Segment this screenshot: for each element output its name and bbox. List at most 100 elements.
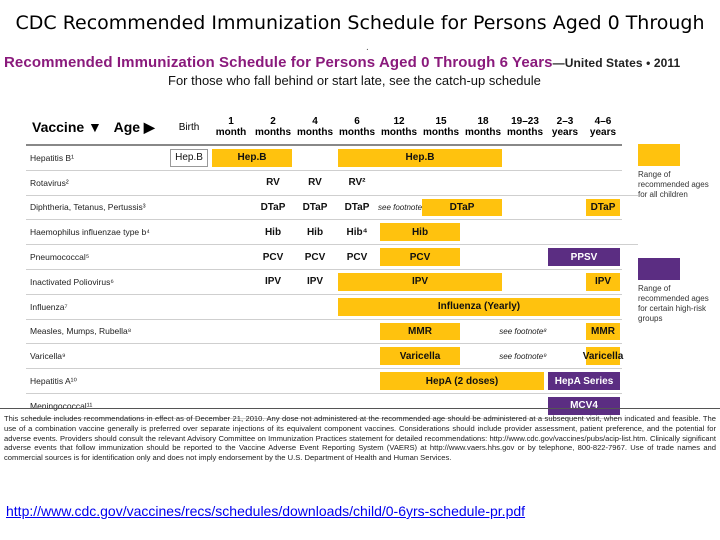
dose-cell: RV (294, 170, 336, 196)
dose-cell: Hep.B (336, 145, 504, 171)
dose-cell: IPV (584, 269, 622, 295)
legend-label-all-children: Range of recommended ages for all childr… (638, 170, 709, 199)
footer-disclaimer: This schedule includes recommendations i… (4, 414, 716, 463)
table-row: Measles, Mumps, Rubella⁸ MMR see footnot… (26, 319, 638, 345)
dose-bar-high-risk: HepA Series (548, 372, 620, 390)
empty-cell (546, 145, 584, 171)
dose-bar: Influenza (Yearly) (338, 297, 620, 316)
dose-cell: MCV4 (546, 393, 622, 419)
dose-cell: Varicella (378, 343, 462, 370)
vaccine-name: Meningococcal¹¹ (26, 393, 168, 419)
empty-cell (168, 368, 378, 394)
empty-cell (378, 170, 638, 196)
empty-cell (168, 319, 378, 345)
vaccine-name: Pneumococcal⁵ (26, 244, 168, 270)
age-col-header: 6 months (336, 110, 378, 146)
empty-cell (504, 145, 546, 171)
dose-cell: PPSV (546, 244, 622, 270)
dose-cell: HepA Series (546, 368, 622, 394)
empty-cell (168, 170, 210, 196)
dose-bar: HepA (2 doses) (380, 372, 544, 390)
table-row: Influenza⁷ Influenza (Yearly) (26, 294, 638, 320)
empty-cell (210, 170, 252, 196)
empty-cell (168, 244, 210, 270)
empty-cell (168, 195, 210, 221)
dose-cell: IPV (294, 269, 336, 295)
age-col-header: 18 months (462, 110, 504, 146)
dose-bar: PCV (380, 248, 460, 266)
table-row: Pneumococcal⁵ PCV PCV PCV PCV PPSV (26, 244, 638, 270)
dose-cell: PCV (294, 244, 336, 270)
empty-cell (504, 269, 546, 295)
empty-cell (168, 219, 210, 246)
table-row: Varicella⁹ Varicella see footnote⁹ Varic… (26, 343, 638, 370)
source-link[interactable]: http://www.cdc.gov/vaccines/recs/schedul… (6, 503, 526, 519)
empty-cell (546, 195, 584, 221)
empty-cell (294, 145, 336, 171)
slide-title: CDC Recommended Immunization Schedule fo… (15, 12, 705, 34)
legend-swatch-all-children (638, 144, 680, 166)
dose-cell: Influenza (Yearly) (336, 294, 622, 320)
dose-cell: PCV (252, 244, 294, 270)
vaccine-name: Varicella⁹ (26, 343, 168, 370)
dose-cell: DTaP (294, 195, 336, 221)
table-header-row: Vaccine ▼ Age ▶ Birth 1 month 2 months 4 mo… (26, 110, 638, 146)
table-row: Inactivated Poliovirus⁶ IPV IPV IPV IPV (26, 269, 638, 295)
age-col-header: 1 month (210, 110, 252, 146)
poster-heading: Recommended Immunization Schedule for Pe… (4, 54, 680, 71)
dose-cell: IPV (336, 269, 504, 295)
decorative-dot: . (366, 42, 369, 53)
age-col-header: 15 months (420, 110, 462, 146)
vaccine-name: Haemophilus influenzae type b⁴ (26, 219, 168, 246)
vaccine-name: Diphtheria, Tetanus, Pertussis³ (26, 195, 168, 221)
dose-cell: IPV (252, 269, 294, 295)
dose-cell: see footnote⁹ (462, 343, 584, 370)
dose-cell: Hib⁴ (336, 219, 378, 246)
empty-cell (504, 195, 546, 221)
dose-bar: DTaP (586, 198, 620, 217)
dose-cell: RV (252, 170, 294, 196)
footnote-note: see footnote³ (378, 202, 425, 212)
dose-bar: IPV (338, 272, 502, 291)
vaccine-name: Hepatitis B¹ (26, 145, 168, 171)
dose-cell: MMR (378, 319, 462, 345)
empty-cell (210, 244, 252, 270)
empty-cell (168, 294, 336, 320)
dose-bar-high-risk: PPSV (548, 248, 620, 266)
vaccine-header: Vaccine ▼ (32, 118, 102, 135)
dose-cell: Hep.B (210, 145, 294, 171)
empty-cell (504, 244, 546, 270)
dose-bar: Hep.B (338, 149, 502, 167)
table-row: Rotavirus² RV RV RV² (26, 170, 638, 196)
vaccine-age-header: Vaccine ▼ Age ▶ (26, 110, 168, 146)
dose-bar: Varicella (380, 347, 460, 366)
dose-bar: MMR (586, 322, 620, 341)
empty-cell (168, 343, 378, 370)
dose-cell: Hib (294, 219, 336, 246)
dose-cell: DTaP (252, 195, 294, 221)
table-row: Hepatitis A¹⁰ HepA (2 doses) HepA Series (26, 368, 638, 394)
footer-divider (0, 408, 720, 409)
dose-cell: RV² (336, 170, 378, 196)
table-row: Diphtheria, Tetanus, Pertussis³ DTaP DTa… (26, 195, 638, 221)
age-col-header: 12 months (378, 110, 420, 146)
dose-cell: DTaP (336, 195, 378, 221)
legend-swatch-high-risk (638, 258, 680, 280)
age-col-header: Birth (168, 110, 210, 146)
dose-cell: PCV (378, 244, 462, 270)
dose-bar: Hib (380, 223, 460, 242)
dose-bar: Varicella (583, 347, 623, 366)
dose-cell: Varicella (583, 343, 623, 370)
dose-marker: Hep.B (170, 149, 208, 167)
age-header: Age ▶ (113, 118, 155, 135)
dose-cell: Hep.B (168, 145, 210, 171)
schedule-table-wrap: Vaccine ▼ Age ▶ Birth 1 month 2 months 4 mo… (26, 110, 638, 419)
poster-heading-text: Recommended Immunization Schedule for Pe… (4, 54, 553, 71)
table-row: Haemophilus influenzae type b⁴ Hib Hib H… (26, 219, 638, 246)
dose-cell: HepA (2 doses) (378, 368, 546, 394)
table-row: Meningococcal¹¹ MCV4 (26, 393, 638, 419)
dose-bar: DTaP (422, 198, 502, 217)
dose-cell: PCV (336, 244, 378, 270)
dose-cell: DTaP (420, 195, 504, 221)
age-col-header: 4–6 years (584, 110, 622, 146)
